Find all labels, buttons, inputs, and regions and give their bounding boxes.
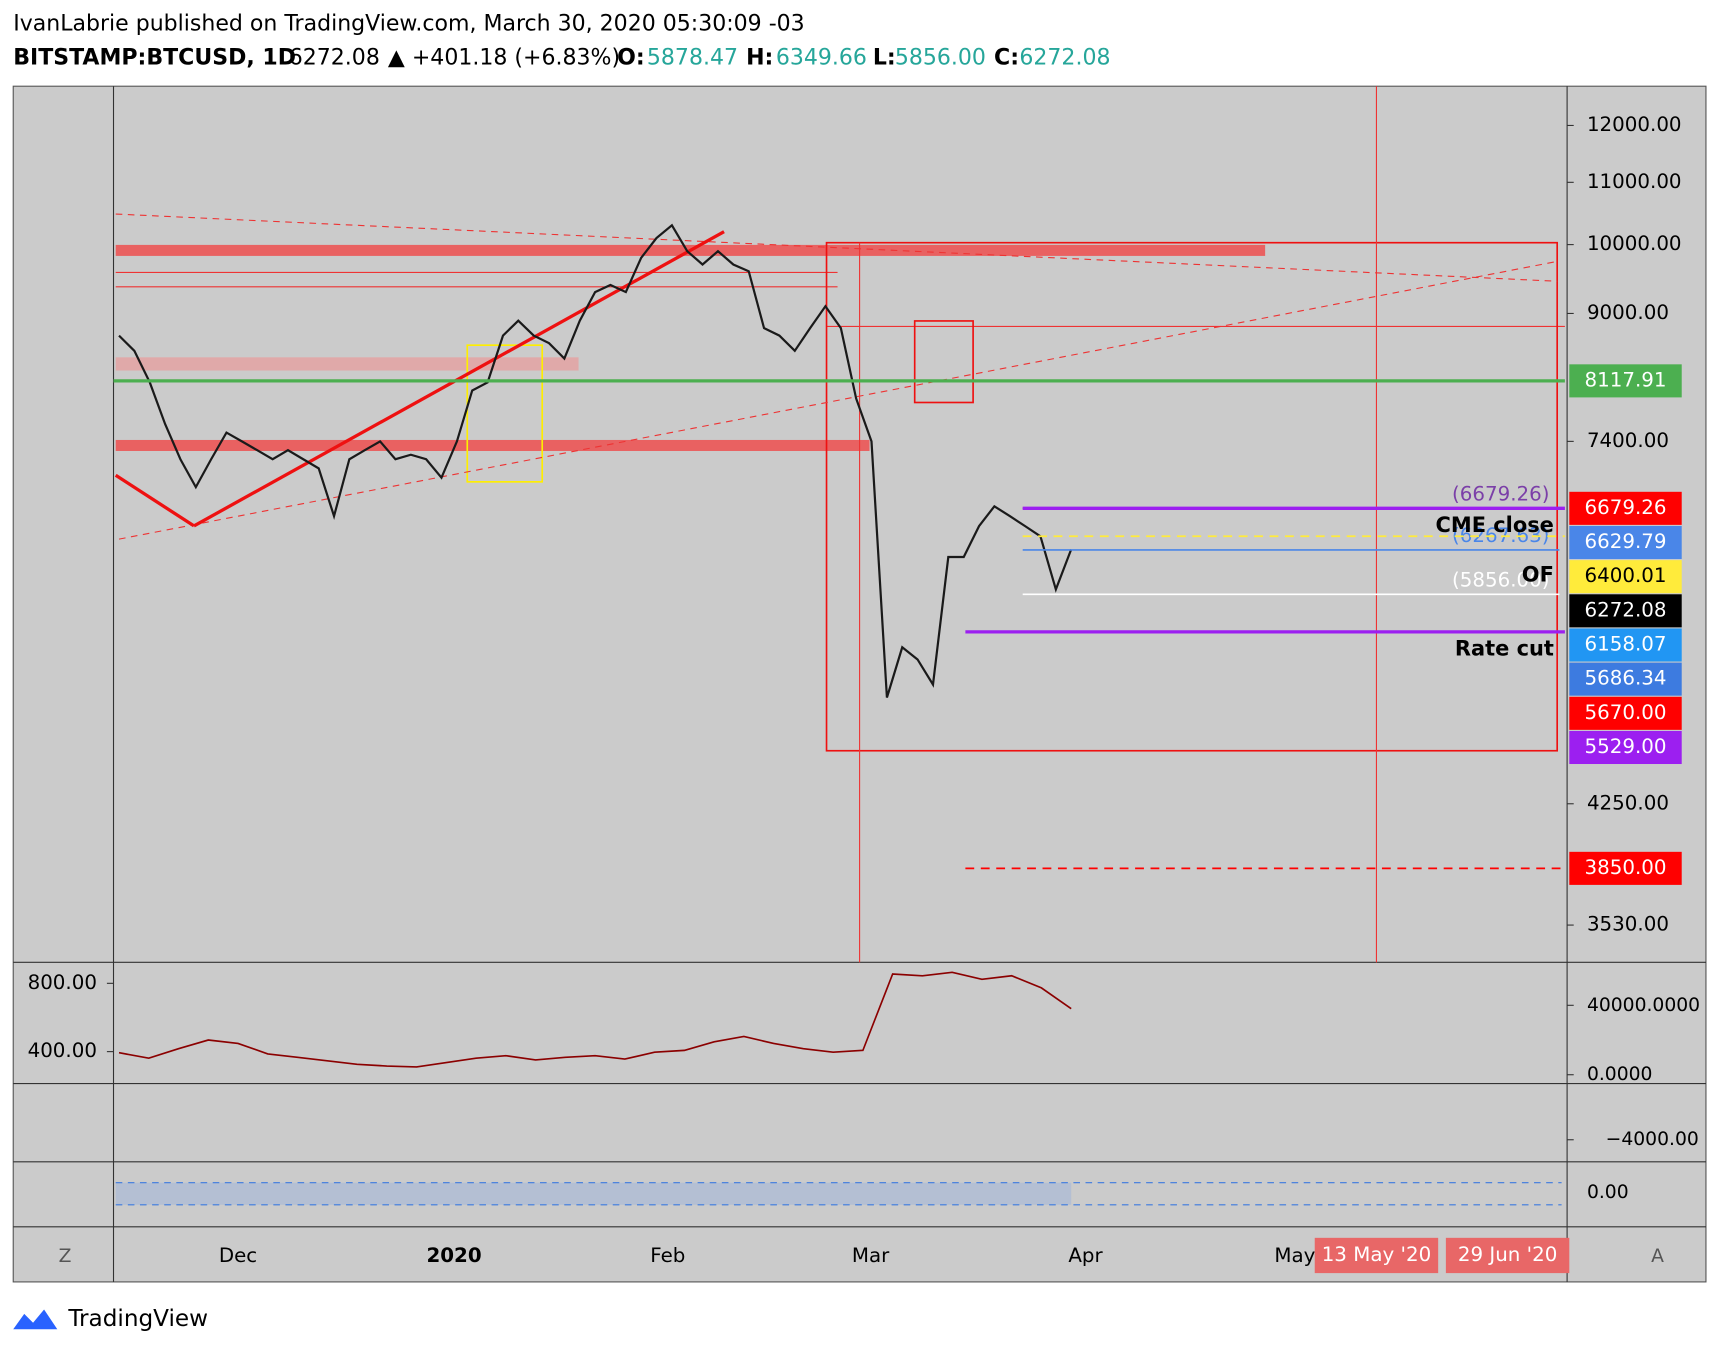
price-box: [1569, 662, 1682, 696]
y-tick-label: 12000.00: [1587, 113, 1682, 136]
h-label: H:: [746, 46, 773, 71]
y-tick-label: 3530.00: [1587, 913, 1669, 936]
header-line1: IvanLabrie published on TradingView.com,…: [13, 11, 804, 36]
c-value: 6272.08: [1019, 46, 1110, 71]
vol-tick-label: 40000.0000: [1587, 995, 1700, 1016]
price-box: [1569, 364, 1682, 398]
price-box-label: 6272.08: [1585, 598, 1667, 621]
annotation: OF: [1522, 563, 1554, 587]
date-flag: [1445, 1237, 1570, 1274]
line: [118, 971, 1072, 1068]
price-box-label: 6629.79: [1585, 530, 1667, 553]
line: [118, 223, 1073, 698]
x-tick-label: 2020: [426, 1244, 481, 1267]
trend: [118, 260, 1558, 540]
y-tick-label: 11000.00: [1587, 170, 1682, 193]
x-tick-label: Dec: [219, 1244, 257, 1267]
price-box-label: 8117.91: [1585, 368, 1667, 391]
price-box: [1569, 851, 1682, 885]
c-label: C:: [994, 46, 1019, 71]
zone: [115, 439, 870, 451]
pane3-tick: 0.00: [1587, 1182, 1629, 1203]
box: [825, 241, 1559, 752]
x-tick-label: Apr: [1068, 1244, 1103, 1267]
arrow: [193, 230, 725, 528]
pane2-tick: −4000.00: [1606, 1129, 1699, 1150]
box: [466, 344, 544, 483]
price-box: [1569, 696, 1682, 730]
vol-tick-label: 400.00: [28, 1039, 97, 1062]
y-tick-label: 7400.00: [1587, 429, 1669, 452]
vol-tick-label: 800.00: [28, 971, 97, 994]
date-flag-label: 13 May '20: [1322, 1243, 1432, 1266]
o-label: O:: [617, 46, 645, 71]
price-box: [1569, 594, 1682, 628]
btn-z[interactable]: Z: [59, 1246, 72, 1267]
h-value: 6349.66: [776, 46, 867, 71]
x-tick-label: May: [1274, 1244, 1315, 1267]
band: [115, 1182, 1072, 1205]
l-label: L:: [873, 46, 896, 71]
logo: [13, 1309, 58, 1330]
trend: [115, 213, 1558, 282]
fib-label: (6679.26): [1452, 483, 1549, 506]
vol-tick-label: 0.0000: [1587, 1064, 1653, 1085]
y-tick-label: 4250.00: [1587, 791, 1669, 814]
price-box: [1569, 491, 1682, 525]
footer: TradingView: [67, 1306, 208, 1332]
fib-label: (6267.63): [1452, 524, 1549, 547]
price-box-label: 5670.00: [1585, 701, 1667, 724]
arrow: [114, 473, 195, 528]
price-box-label: 3850.00: [1585, 856, 1667, 879]
o-value: 5878.47: [647, 46, 738, 71]
x-tick-label: Mar: [852, 1244, 890, 1267]
annotation: CME close: [1436, 513, 1554, 537]
plot: 12000.00 11000.00 10000.00 9000.00 7400.00 42…: [28, 113, 1700, 1274]
y-tick-label: 9000.00: [1587, 301, 1669, 324]
price-box-label: 5529.00: [1585, 735, 1667, 758]
btn-a[interactable]: A: [1651, 1246, 1664, 1267]
drawings: [114, 86, 1565, 963]
x-tick-label: Feb: [650, 1244, 685, 1267]
fib-label: (5856.00): [1452, 569, 1549, 592]
price-box-label: 6158.07: [1585, 632, 1667, 655]
price-box: [1569, 525, 1682, 560]
y-tick-label: 10000.00: [1587, 232, 1682, 255]
price-box-label: 6400.01: [1585, 564, 1667, 587]
annotation: Rate cut: [1455, 636, 1554, 660]
box: [913, 320, 974, 404]
change: ▲ +401.18 (+6.83%): [388, 46, 620, 71]
date-flag: [1314, 1237, 1439, 1274]
price-box-label: 5686.34: [1585, 667, 1667, 690]
date-flag-label: 29 Jun '20: [1458, 1243, 1558, 1266]
zone: [115, 357, 579, 371]
price-box: [1569, 730, 1682, 765]
price-box: [1569, 560, 1682, 594]
price-box: [1569, 628, 1682, 662]
logo-icon: [13, 1309, 58, 1330]
l-value: 5856.00: [895, 46, 986, 71]
price-box-label: 6679.26: [1585, 496, 1667, 519]
symbol: BITSTAMP:BTCUSD, 1D: [13, 46, 296, 71]
last: 6272.08: [289, 46, 380, 71]
